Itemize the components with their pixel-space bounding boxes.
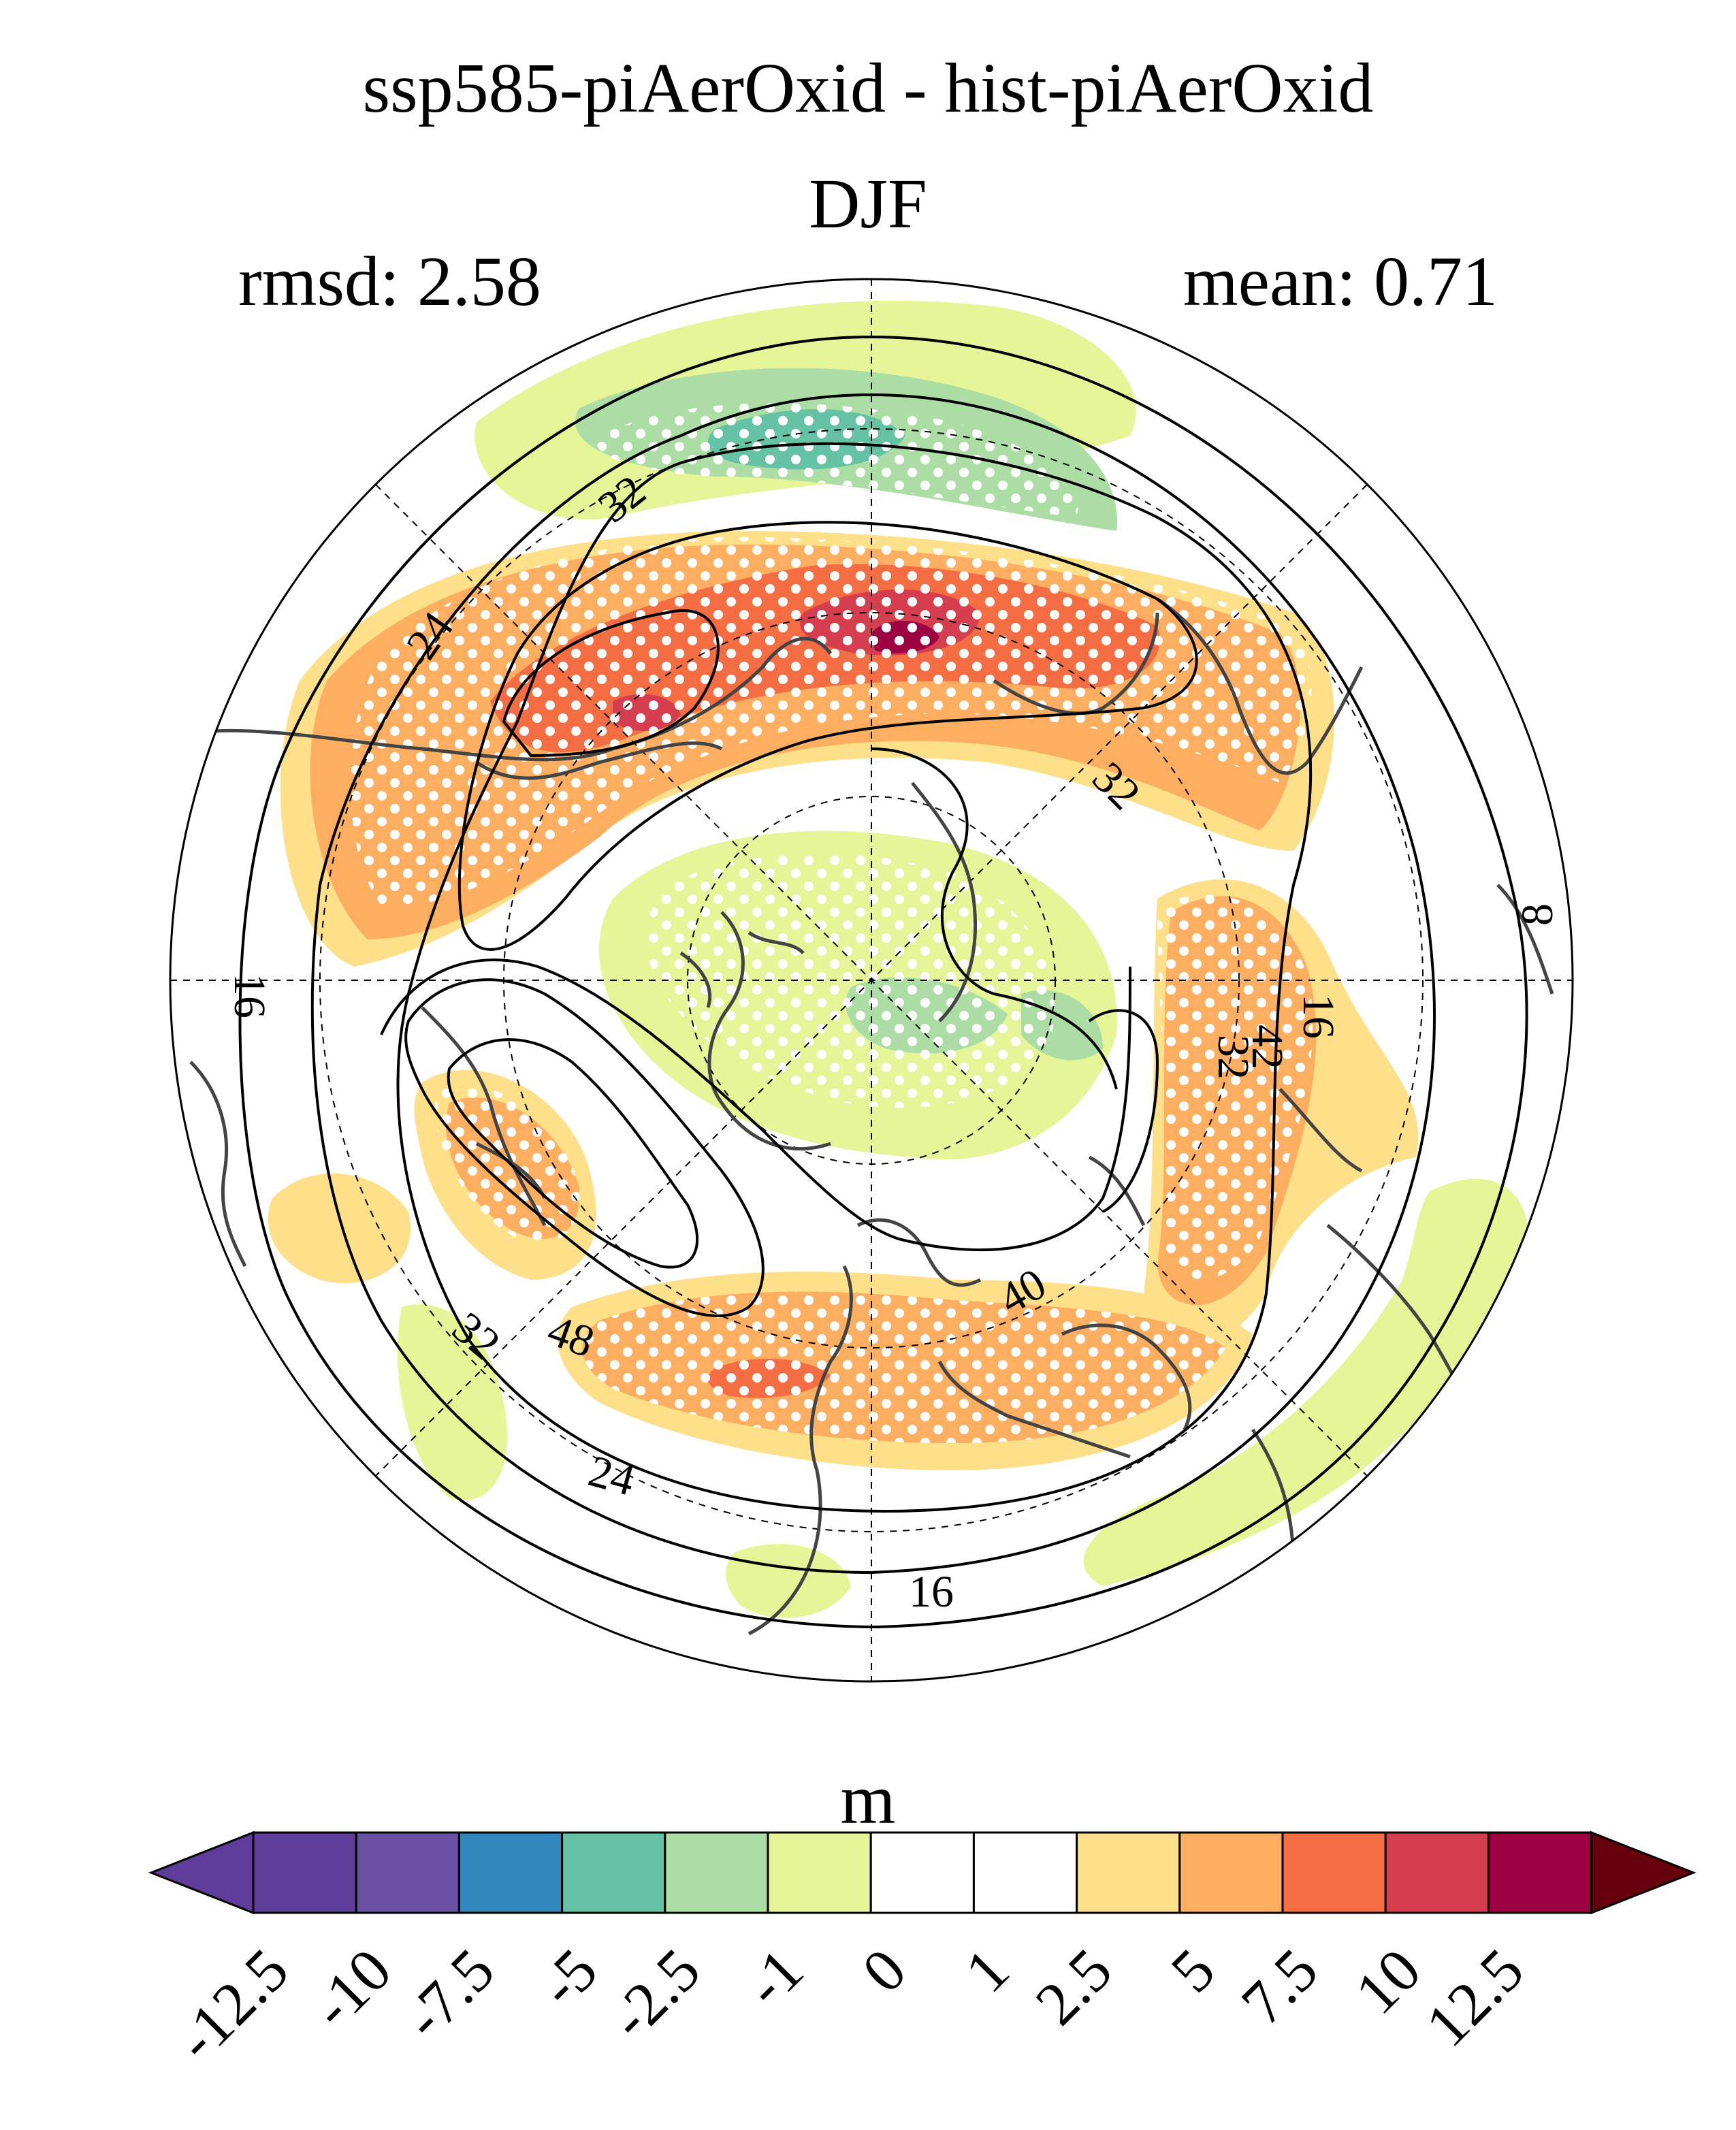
colorbar-tick-label: 2.5 <box>1023 1936 1125 2038</box>
significance-stippling <box>582 1291 1225 1443</box>
colorbar-tick-label: 1 <box>952 1936 1022 2005</box>
colorbar-box <box>1281 1831 1387 1914</box>
colorbar-box <box>869 1831 975 1914</box>
significance-stippling <box>351 536 1312 906</box>
colorbar-box <box>252 1831 357 1914</box>
significance-stippling <box>646 853 1055 1108</box>
colorbar-units: m <box>840 1760 896 1839</box>
contour-label: 32 <box>1208 1035 1258 1080</box>
colorbar-tick-label: -7.5 <box>391 1936 507 2052</box>
colorbar-box <box>972 1831 1078 1914</box>
colorbar-tick-label: 7.5 <box>1229 1936 1331 2038</box>
colorbar-box <box>1487 1831 1593 1914</box>
plot-subtitle: DJF <box>809 165 927 243</box>
colorbar-under-arrow <box>148 1830 255 1915</box>
colorbar-tick-label: 5 <box>1159 1936 1228 2005</box>
contour-label: 16 <box>225 973 274 1018</box>
colorbar-box <box>561 1831 666 1914</box>
mean-label: mean: 0.71 <box>1183 242 1498 321</box>
colorbar-box <box>355 1831 460 1914</box>
contour-label: 16 <box>909 1567 954 1617</box>
colorbar-boxes <box>148 1830 1697 1915</box>
colorbar-tick-label: -1 <box>733 1936 816 2020</box>
colorbar-box <box>1178 1831 1284 1914</box>
contour-label: 16 <box>1293 994 1343 1039</box>
colorbar-tick-label: -2.5 <box>597 1936 713 2052</box>
colorbar-box <box>767 1831 872 1914</box>
colorbar-tick-label: -5 <box>526 1936 610 2020</box>
height-contours <box>238 335 1528 1629</box>
colorbar-tick-label: -10 <box>299 1936 404 2042</box>
colorbar-box <box>664 1831 769 1914</box>
colorbar-tick-label: 12.5 <box>1413 1936 1537 2059</box>
anomaly-region <box>268 1173 411 1284</box>
map-boundary <box>169 278 1574 1683</box>
plot-title: ssp585-piAerOxid - hist-piAerOxid <box>362 49 1374 127</box>
colorbar-box <box>1076 1831 1181 1914</box>
graticule <box>170 279 1573 1681</box>
colorbar-tick-label: -12.5 <box>163 1936 302 2074</box>
colorbar-box <box>1384 1831 1490 1914</box>
significance-stippling <box>596 403 1078 517</box>
anomaly-region <box>1083 1178 1528 1586</box>
polar-map: 32 24 32 16 8 16 32 42 40 48 32 24 16 <box>169 278 1574 1683</box>
colorbar-tick-label: 0 <box>850 1936 919 2005</box>
coastlines <box>176 597 1554 1636</box>
contour-label: 8 <box>1513 903 1562 926</box>
colorbar-box <box>457 1831 564 1914</box>
rmsd-label: rmsd: 2.58 <box>238 242 541 321</box>
map-fill-layer <box>170 279 1573 1681</box>
contour-label: 42 <box>1242 1024 1292 1069</box>
colorbar-over-arrow <box>1590 1830 1697 1915</box>
